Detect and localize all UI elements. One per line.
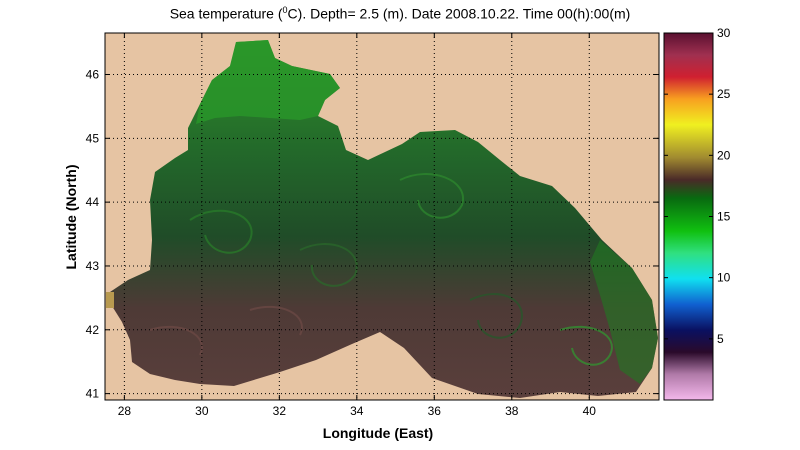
grid bbox=[105, 33, 659, 400]
x-tick-label-3: 34 bbox=[350, 404, 364, 418]
x-axis-label: Longitude (East) bbox=[323, 425, 433, 441]
colorbar-tick-label-5: 30 bbox=[717, 26, 731, 40]
eddy-swirls bbox=[149, 173, 613, 366]
y-tick-label-0: 41 bbox=[86, 387, 100, 401]
title-suffix: C). Depth= 2.5 (m). Date 2008.10.22. Tim… bbox=[287, 5, 631, 22]
y-tick-label-4: 45 bbox=[86, 131, 100, 145]
title-superscript: 0 bbox=[282, 5, 288, 15]
title-prefix: Sea temperature ( bbox=[169, 5, 283, 22]
colorbar-tick-label-1: 10 bbox=[717, 271, 731, 285]
plot-frame bbox=[104, 32, 660, 401]
x-tick-label-4: 36 bbox=[428, 404, 442, 418]
x-tick-label-0: 28 bbox=[118, 404, 132, 418]
colorbar-tick-label-3: 20 bbox=[717, 148, 731, 162]
chart-title: Sea temperature (0C). Depth= 2.5 (m). Da… bbox=[0, 5, 800, 22]
y-tick-label-2: 43 bbox=[86, 259, 100, 273]
colorbar-tick-label-2: 15 bbox=[717, 210, 731, 224]
eastern-coastal-current bbox=[590, 240, 658, 384]
colorbar-ticks: 5 10 15 20 25 30 bbox=[664, 26, 731, 346]
x-tick-label-2: 32 bbox=[273, 404, 287, 418]
northwest-shelf-water bbox=[196, 40, 340, 124]
y-tick-label-5: 46 bbox=[86, 67, 100, 81]
colorbar-tick-label-4: 25 bbox=[717, 87, 731, 101]
y-tick-label-1: 42 bbox=[86, 323, 100, 337]
colorbar-tick-label-0: 5 bbox=[717, 332, 724, 346]
x-tick-label-6: 40 bbox=[583, 404, 597, 418]
axis-ticks: 28 30 32 34 36 38 40 41 42 43 44 45 46 bbox=[86, 33, 659, 418]
y-axis-label: Latitude (North) bbox=[63, 165, 79, 270]
x-tick-label-5: 38 bbox=[505, 404, 519, 418]
bosporus-warm-spot bbox=[106, 292, 114, 308]
x-tick-label-1: 30 bbox=[195, 404, 209, 418]
y-tick-label-3: 44 bbox=[86, 195, 100, 209]
colorbar bbox=[663, 32, 714, 401]
